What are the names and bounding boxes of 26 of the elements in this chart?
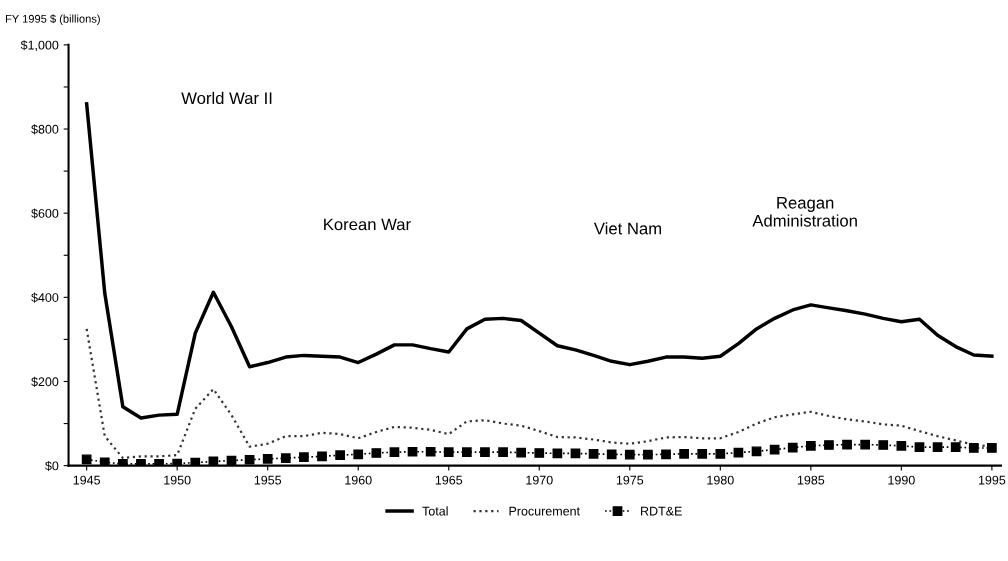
x-tick-label: 1970 <box>526 475 553 485</box>
x-tick-label: 1955 <box>254 475 282 485</box>
y-tick-label: $0 <box>45 460 59 472</box>
x-tick-label: 1960 <box>345 475 372 485</box>
x-tick-label: 1945 <box>73 475 101 485</box>
x-tick-label: 1950 <box>164 475 191 485</box>
annotation: Korean War <box>324 218 411 231</box>
x-tick-label: 1975 <box>616 475 644 485</box>
annotation: World War II <box>181 91 272 105</box>
x-tick-label: 1980 <box>707 475 734 485</box>
y-tick-label: $800 <box>31 124 59 135</box>
legend-label: RDT&E <box>641 506 682 516</box>
y-tick-label: $400 <box>31 292 59 303</box>
legend-label: Total <box>422 506 448 516</box>
y-tick-label: $200 <box>31 376 59 387</box>
annotation: Reagan Administration <box>752 197 857 227</box>
line-series <box>84 102 994 420</box>
annotation: Viet Nam <box>593 222 662 235</box>
y-axis-title: FY 1995 $ (billions) <box>5 14 100 25</box>
y-tick-label: $1,000 <box>20 40 59 52</box>
x-tick-label: 1985 <box>797 475 825 485</box>
x-tick-label: 1965 <box>435 475 463 485</box>
legend-label: Procurement <box>509 506 580 516</box>
x-tick-label: 1995 <box>978 475 1006 485</box>
y-tick-label: $600 <box>31 208 59 219</box>
x-tick-label: 1990 <box>888 475 915 485</box>
